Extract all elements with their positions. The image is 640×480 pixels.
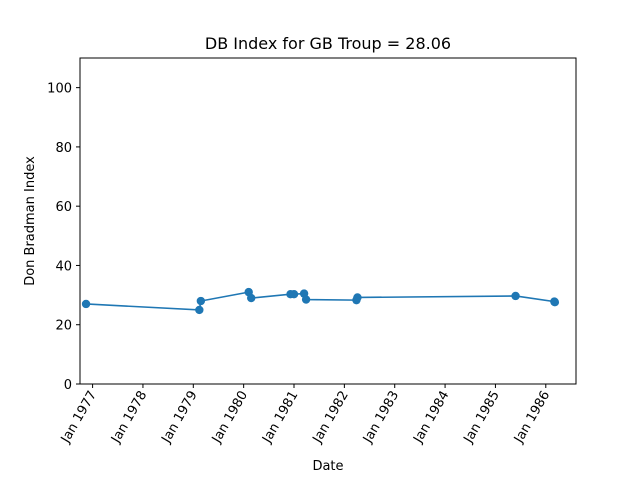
data-point [81, 299, 91, 309]
series-line [85, 291, 556, 311]
data-point [550, 298, 560, 307]
x-tick-label: Jan 1986 [511, 389, 553, 447]
x-tick-label: Jan 1979 [159, 389, 201, 447]
y-axis-label: Don Bradman Index [23, 156, 38, 286]
x-tick-label: Jan 1984 [410, 389, 452, 447]
y-tick-label: 60 [55, 200, 72, 215]
data-point [247, 293, 256, 303]
data-point [289, 290, 299, 299]
data-point [511, 291, 520, 301]
chart-title: DB Index for GB Troup = 28.06 [205, 34, 451, 53]
y-tick-label: 40 [55, 259, 72, 274]
y-tick-label: 100 [47, 82, 72, 97]
x-tick-label: Jan 1983 [360, 389, 402, 447]
y-tick-label: 0 [64, 378, 72, 393]
plot-frame [79, 57, 577, 385]
x-tick-label: Jan 1980 [209, 389, 251, 447]
y-tick-label: 20 [55, 319, 72, 334]
data-point [353, 293, 362, 302]
y-tick-label: 80 [55, 141, 72, 156]
data-point [196, 296, 206, 306]
x-tick-label: Jan 1985 [461, 389, 503, 447]
data-point [195, 305, 204, 315]
x-axis-label: Date [312, 459, 343, 474]
data-point [301, 295, 311, 304]
x-tick-label: Jan 1981 [259, 389, 301, 447]
x-tick-label: Jan 1977 [58, 389, 100, 447]
x-tick-label: Jan 1978 [108, 389, 150, 447]
x-tick-label: Jan 1982 [310, 389, 352, 447]
